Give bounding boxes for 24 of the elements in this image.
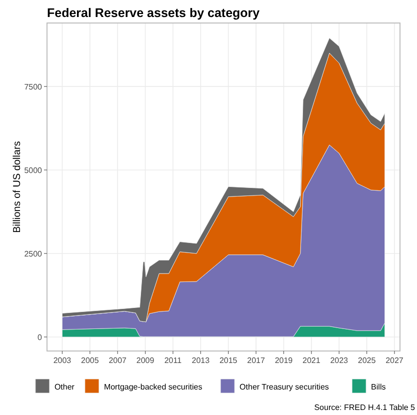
legend-label: Other [54,382,75,392]
x-tick-label: 2015 [219,356,238,365]
y-tick-label: 2500 [24,249,43,258]
x-tick-label: 2019 [274,356,294,365]
legend-label: Other Treasury securities [240,382,329,392]
y-axis-title: Billions of US dollars [12,141,23,233]
x-tick-label: 2009 [136,356,155,365]
x-tick-label: 2021 [302,356,321,365]
x-tick-label: 2023 [330,356,349,365]
legend-label: Bills [371,382,386,392]
y-tick-label: 7500 [24,82,43,92]
y-tick-label: 0 [38,332,43,342]
x-tick-label: 2005 [81,356,100,365]
y-tick-label: 5000 [24,166,43,175]
legend-label: Mortgage-backed securities [104,382,202,392]
x-tick-label: 2007 [108,356,128,365]
x-tick-label: 2017 [247,356,266,365]
chart-title: Federal Reserve assets by category [47,6,260,20]
x-tick-label: 2025 [358,356,376,365]
x-tick-label: 2027 [386,356,404,365]
x-tick-label: 2003 [53,356,72,365]
x-tick-label: 2011 [164,356,182,365]
x-tick-label: 2013 [192,356,210,365]
source-note: Source: FRED H.4.1 Table 5 [314,403,416,412]
